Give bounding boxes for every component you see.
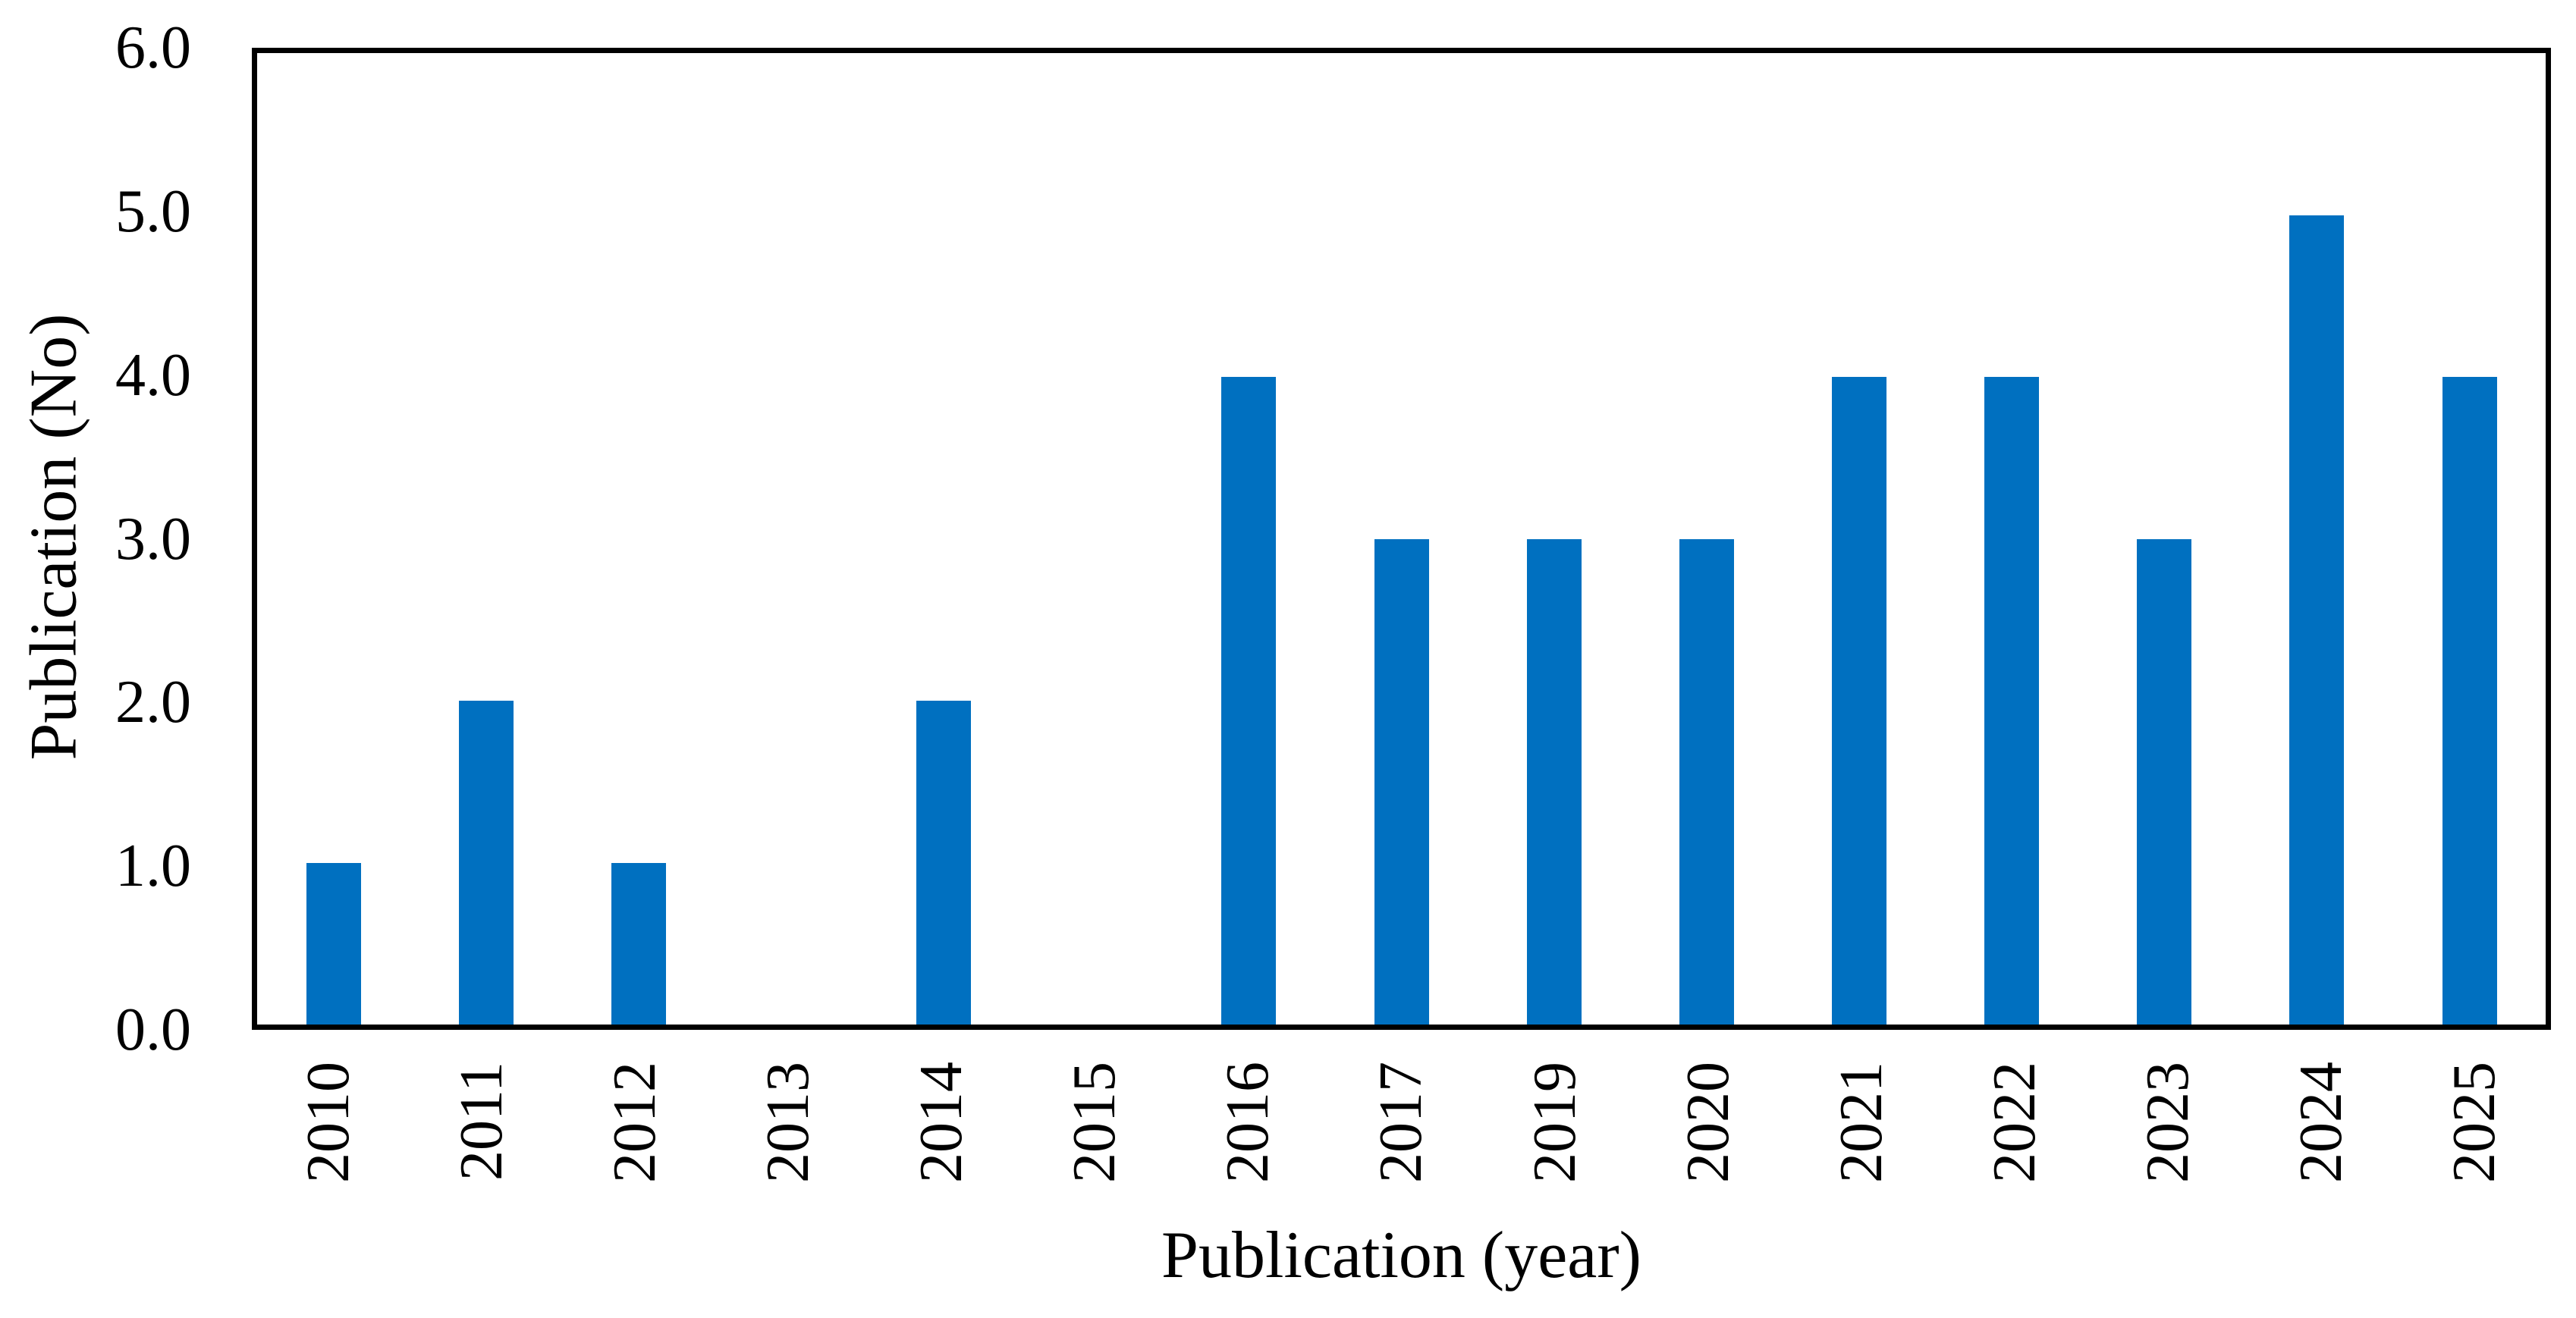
y-axis-tick-labels: 0.0 1.0 2.0 3.0 4.0 5.0 6.0 — [0, 17, 191, 1060]
x-tick-slot: 2016 — [1171, 1062, 1324, 1213]
bar-slot — [1478, 53, 1630, 1025]
x-axis-tick-labels: 2010 2011 2012 2013 2014 2015 2016 2017 2019 2020… — [252, 1062, 2551, 1213]
y-tick-label: 1.0 — [115, 833, 191, 900]
x-tick-slot: 2010 — [252, 1062, 405, 1213]
bar-slot — [1783, 53, 1935, 1025]
bar-2014 — [916, 701, 972, 1025]
bar-slot — [1173, 53, 1325, 1025]
x-tick-label: 2022 — [1981, 1062, 2048, 1183]
x-tick-slot: 2014 — [865, 1062, 1018, 1213]
x-tick-label: 2014 — [908, 1062, 975, 1183]
bar-2012 — [611, 862, 666, 1025]
y-tick-label: 3.0 — [115, 505, 191, 573]
bars-container — [257, 53, 2546, 1025]
bar-slot — [868, 53, 1020, 1025]
x-tick-slot: 2011 — [405, 1062, 558, 1213]
x-tick-slot: 2025 — [2398, 1062, 2551, 1213]
bar-2021 — [1831, 377, 1886, 1025]
y-tick-label: 2.0 — [115, 669, 191, 736]
bar-2025 — [2442, 377, 2497, 1025]
bar-slot — [562, 53, 715, 1025]
bar-slot — [715, 53, 867, 1025]
x-tick-label: 2013 — [755, 1062, 822, 1183]
x-tick-slot: 2023 — [2091, 1062, 2245, 1213]
bar-2010 — [306, 862, 361, 1025]
bar-2017 — [1374, 538, 1429, 1025]
x-tick-slot: 2021 — [1785, 1062, 1938, 1213]
bar-2022 — [1984, 377, 2040, 1025]
x-tick-label: 2016 — [1214, 1062, 1282, 1183]
x-tick-label: 2023 — [2134, 1062, 2201, 1183]
y-tick-label: 0.0 — [115, 996, 191, 1063]
bar-2023 — [2137, 538, 2192, 1025]
bar-slot — [1630, 53, 1783, 1025]
x-tick-slot: 2022 — [1938, 1062, 2091, 1213]
bar-2020 — [1679, 538, 1734, 1025]
x-tick-slot: 2024 — [2245, 1062, 2398, 1213]
bar-2011 — [458, 701, 514, 1025]
bar-slot — [1936, 53, 2088, 1025]
x-tick-label: 2024 — [2287, 1062, 2355, 1183]
x-tick-slot: 2020 — [1632, 1062, 1785, 1213]
bar-slot — [2088, 53, 2241, 1025]
bar-2019 — [1526, 538, 1582, 1025]
x-tick-label: 2011 — [448, 1062, 516, 1181]
x-tick-label: 2017 — [1368, 1062, 1435, 1183]
x-axis-title: Publication (year) — [1161, 1219, 1641, 1292]
bar-slot — [2241, 53, 2393, 1025]
x-tick-slot: 2019 — [1478, 1062, 1632, 1213]
bar-2024 — [2289, 215, 2345, 1025]
x-tick-label: 2020 — [1674, 1062, 1742, 1183]
bar-slot — [410, 53, 562, 1025]
x-tick-label: 2021 — [1827, 1062, 1895, 1183]
x-tick-label: 2019 — [1521, 1062, 1588, 1183]
x-tick-slot: 2015 — [1018, 1062, 1171, 1213]
y-tick-label: 4.0 — [115, 341, 191, 409]
x-tick-label: 2025 — [2440, 1062, 2508, 1183]
x-tick-label: 2015 — [1061, 1062, 1129, 1183]
x-tick-slot: 2013 — [712, 1062, 865, 1213]
bar-slot — [1325, 53, 1478, 1025]
x-tick-label: 2012 — [602, 1062, 669, 1183]
y-tick-label: 5.0 — [115, 177, 191, 245]
bar-slot — [257, 53, 410, 1025]
x-tick-slot: 2012 — [558, 1062, 712, 1213]
bar-slot — [2393, 53, 2546, 1025]
bar-slot — [1020, 53, 1173, 1025]
y-tick-label: 6.0 — [115, 14, 191, 81]
plot-area — [252, 48, 2551, 1030]
bar-2016 — [1221, 377, 1277, 1025]
x-tick-label: 2010 — [295, 1062, 363, 1183]
x-tick-slot: 2017 — [1324, 1062, 1478, 1213]
